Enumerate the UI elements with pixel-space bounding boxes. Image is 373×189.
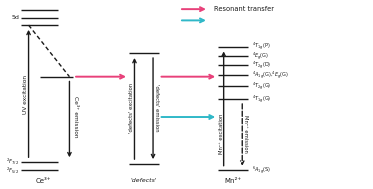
Text: $^4T_{1g}$(G): $^4T_{1g}$(G): [251, 93, 271, 105]
Text: Mn²⁺ excitation: Mn²⁺ excitation: [219, 114, 223, 154]
Text: 'defects' emission: 'defects' emission: [154, 84, 159, 131]
Text: Ce³⁺ emission: Ce³⁺ emission: [72, 96, 78, 138]
Text: 'defects': 'defects': [131, 178, 157, 183]
Text: 5d: 5d: [12, 15, 19, 20]
Text: Ce³⁺: Ce³⁺: [36, 178, 51, 184]
Text: Mn²⁺: Mn²⁺: [225, 178, 241, 184]
Text: $^4E_g$(G): $^4E_g$(G): [251, 50, 269, 62]
Text: $^6A_{1g}$(S): $^6A_{1g}$(S): [251, 165, 270, 176]
Text: $^4T_{2g}$(G): $^4T_{2g}$(G): [251, 80, 271, 92]
Text: $^2F_{7/2}$: $^2F_{7/2}$: [6, 156, 19, 166]
Text: $^4A_{1g}$(G),$^4E_g$(G): $^4A_{1g}$(G),$^4E_g$(G): [251, 69, 289, 81]
Text: Resonant transfer: Resonant transfer: [214, 6, 275, 12]
Text: Mn²⁺ emission: Mn²⁺ emission: [244, 115, 248, 153]
Text: UV excitation: UV excitation: [23, 75, 28, 114]
Text: $^2F_{5/2}$: $^2F_{5/2}$: [6, 166, 19, 175]
Text: 'defects' excitation: 'defects' excitation: [129, 83, 134, 133]
Text: $^4T_{1g}$(P): $^4T_{1g}$(P): [251, 41, 270, 52]
Text: $^4T_{2g}$(D): $^4T_{2g}$(D): [251, 60, 271, 71]
